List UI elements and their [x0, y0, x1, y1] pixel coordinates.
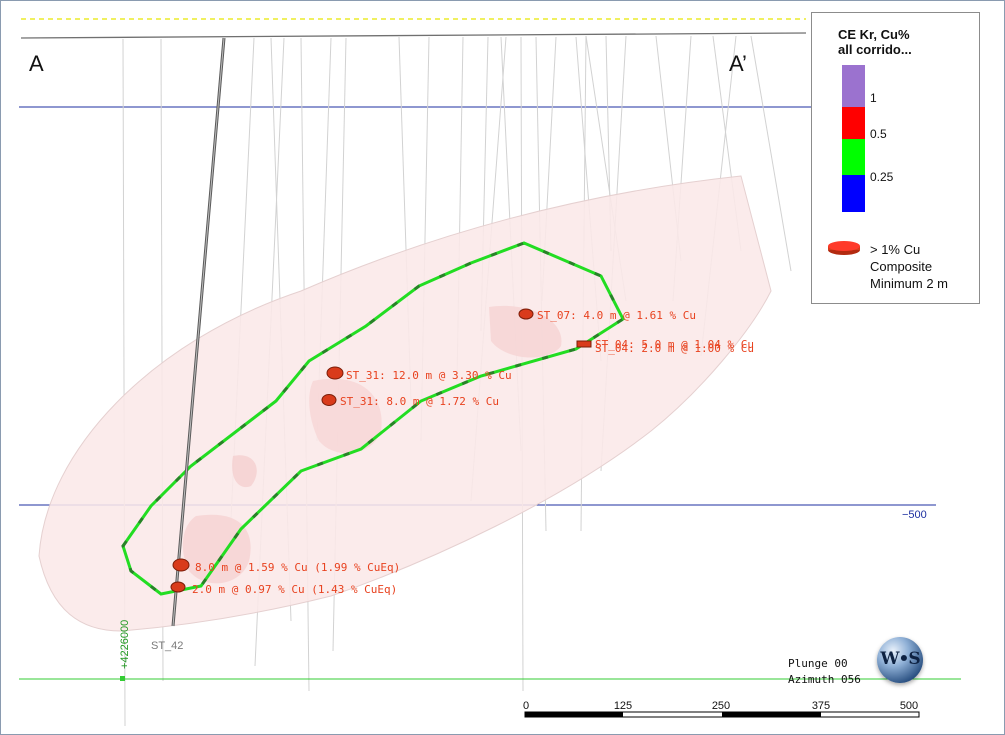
legend-swatch-mid-high: [842, 107, 865, 139]
composite-marker: [321, 394, 337, 406]
legend-symbol-line: > 1% Cu: [870, 242, 921, 257]
logo-text: W•S: [880, 649, 920, 669]
legend-panel: CE Kr, Cu% all corrido... 1 0.5 0.25 > 1…: [811, 12, 980, 304]
composite-marker: [172, 558, 190, 572]
intercept-label: ST_31: 8.0 m @ 1.72 % Cu: [340, 395, 499, 408]
topography-line: [20, 32, 807, 39]
composite-marker: [576, 340, 592, 348]
composite-markers: [170, 308, 592, 593]
composite-marker: [326, 366, 344, 380]
drillhole-st42-highlight: [172, 37, 225, 627]
legend-tick-label: 0.5: [870, 127, 887, 141]
scale-tick-label: 125: [614, 700, 632, 712]
easting-label: +4226000: [119, 620, 131, 669]
hole-label-st42: ST_42: [151, 640, 183, 652]
legend-swatch-high: [842, 65, 865, 107]
scale-tick-label: 375: [812, 700, 830, 712]
composite-marker: [170, 581, 186, 593]
legend-title-line: CE Kr, Cu%: [838, 27, 910, 42]
legend-symbol-line: Composite: [870, 259, 933, 274]
scale-bar: 0 125 250 375 500: [523, 700, 920, 718]
composite-marker: [518, 308, 534, 320]
scale-tick-label: 500: [900, 700, 918, 712]
azimuth-label: Azimuth 056: [788, 673, 861, 686]
intercept-label: ST_07: 4.0 m @ 1.61 % Cu: [537, 309, 696, 322]
intercept-label: ST_04: 5.0 m @ 1.04 % Cu: [595, 338, 754, 351]
elevation-label-500: −500: [902, 509, 927, 521]
composite-symbol-icon: [828, 241, 860, 255]
grade-patch: [489, 305, 562, 358]
drillhole-trace: [750, 35, 792, 272]
scale-tick-label: 0: [523, 700, 529, 712]
legend-title: CE Kr, Cu% all corrido...: [838, 27, 912, 57]
scale-bar-segment: [722, 712, 821, 717]
legend-tick-label: 1: [870, 91, 877, 105]
grid-marker: [120, 676, 125, 681]
grade-patch: [232, 455, 257, 488]
company-logo: W•S: [877, 637, 923, 683]
intercept-label: ST_04: 2.0 m @ 1.00 % Cu: [595, 342, 754, 355]
grade-patch: [182, 514, 251, 584]
zone-outline-dark-segments: [121, 241, 625, 596]
legend-symbol-label: > 1% Cu Composite Minimum 2 m: [870, 241, 948, 292]
legend-title-line: all corrido...: [838, 42, 912, 57]
legend-swatch-mid: [842, 139, 865, 175]
legend-swatch-low: [842, 175, 865, 212]
intercept-label: 8.0 m @ 1.59 % Cu (1.99 % CuEq): [195, 561, 400, 574]
plunge-label: Plunge 00: [788, 657, 848, 670]
legend-symbol-line: Minimum 2 m: [870, 276, 949, 291]
intercept-label: ST_31: 12.0 m @ 3.30 % Cu: [346, 369, 512, 382]
section-end-label: A’: [729, 51, 747, 76]
scale-bar-segment: [525, 712, 623, 717]
scale-tick-label: 250: [712, 700, 730, 712]
legend-tick-label: 0.25: [870, 170, 894, 184]
intercept-label: 2.0 m @ 0.97 % Cu (1.43 % CuEq): [192, 583, 397, 596]
section-start-label: A: [29, 51, 44, 76]
